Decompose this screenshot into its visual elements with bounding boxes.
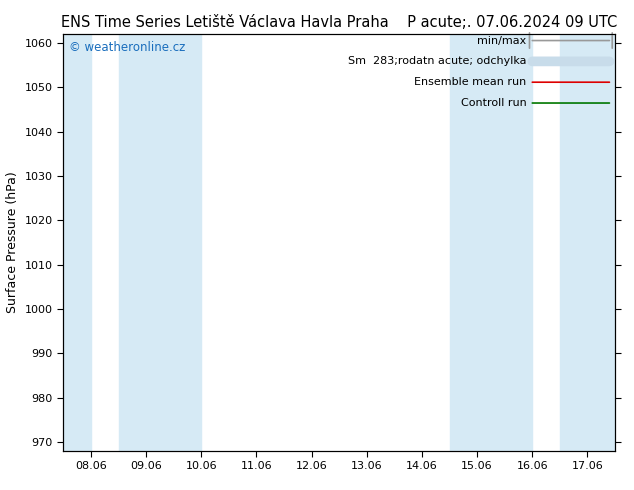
Text: Sm  283;rodatn acute; odchylka: Sm 283;rodatn acute; odchylka: [348, 56, 527, 66]
Text: min/max: min/max: [477, 36, 527, 46]
Y-axis label: Surface Pressure (hPa): Surface Pressure (hPa): [6, 172, 19, 314]
Bar: [63, 34, 91, 451]
Bar: [560, 34, 615, 451]
Title: ENS Time Series Letiště Václava Havla Praha    P acute;. 07.06.2024 09 UTC: ENS Time Series Letiště Václava Havla Pr…: [61, 15, 618, 30]
Bar: [450, 34, 533, 451]
Text: Ensemble mean run: Ensemble mean run: [415, 77, 527, 87]
Text: © weatheronline.cz: © weatheronline.cz: [69, 41, 185, 53]
Bar: [119, 34, 202, 451]
Text: Controll run: Controll run: [461, 98, 527, 108]
